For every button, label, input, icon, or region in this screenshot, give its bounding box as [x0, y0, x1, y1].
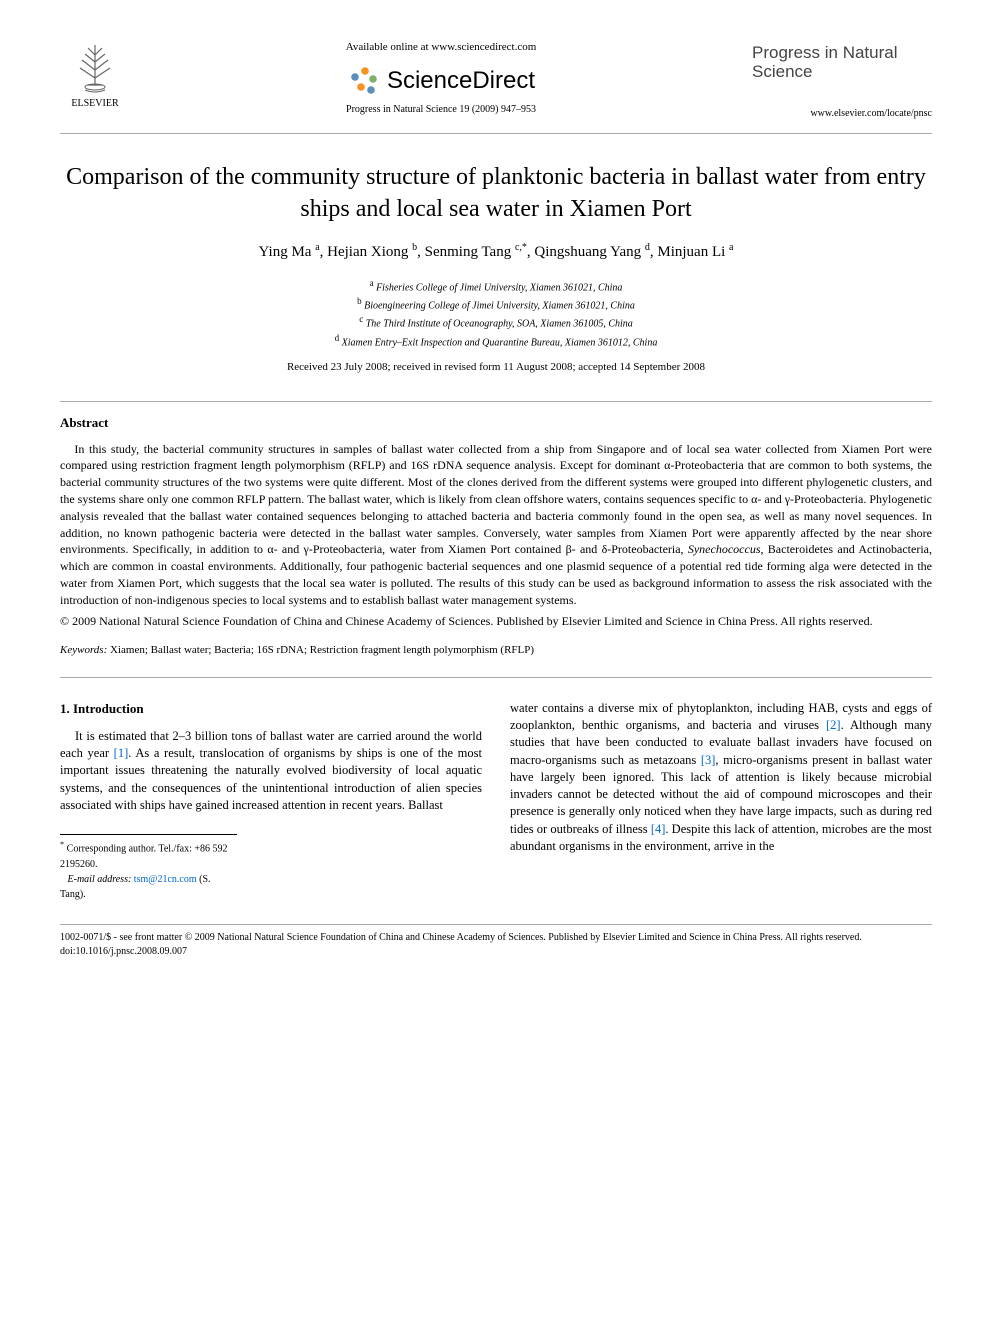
divider	[60, 401, 932, 402]
intro-paragraph-right: water contains a diverse mix of phytopla…	[510, 700, 932, 855]
received-dates: Received 23 July 2008; received in revis…	[60, 360, 932, 375]
footer-doi: doi:10.1016/j.pnsc.2008.09.007	[60, 945, 932, 959]
column-left: 1. Introduction It is estimated that 2–3…	[60, 700, 482, 902]
journal-box: Progress in Natural Science www.elsevier…	[752, 40, 932, 121]
available-online-text: Available online at www.sciencedirect.co…	[130, 40, 752, 55]
elsevier-tree-icon	[70, 40, 120, 95]
intro-heading: 1. Introduction	[60, 700, 482, 718]
corresponding-author-block: * Corresponding author. Tel./fax: +86 59…	[60, 834, 237, 901]
keywords-line: Keywords: Xiamen; Ballast water; Bacteri…	[60, 643, 932, 677]
footer-copyright: 1002-0071/$ - see front matter © 2009 Na…	[60, 931, 932, 945]
abstract-copyright: © 2009 National Natural Science Foundati…	[60, 613, 932, 630]
author-list: Ying Ma a, Hejian Xiong b, Senming Tang …	[60, 241, 932, 263]
corresponding-email-line: E-mail address: tsm@21cn.com (S. Tang).	[60, 872, 237, 902]
footer: 1002-0071/$ - see front matter © 2009 Na…	[60, 924, 932, 959]
paper-title: Comparison of the community structure of…	[60, 162, 932, 224]
publisher-name: ELSEVIER	[71, 97, 118, 111]
affiliation-line: d Xiamen Entry–Exit Inspection and Quara…	[60, 332, 932, 350]
keywords-label: Keywords:	[60, 644, 107, 656]
journal-url: www.elsevier.com/locate/pnsc	[752, 107, 932, 121]
corresponding-text: Corresponding author. Tel./fax: +86 592 …	[60, 844, 228, 870]
sciencedirect-icon	[347, 63, 381, 97]
header-row: ELSEVIER Available online at www.science…	[60, 40, 932, 134]
publisher-logo-block: ELSEVIER	[60, 40, 130, 111]
affiliations: a Fisheries College of Jimei University,…	[60, 277, 932, 350]
sciencedirect-name: ScienceDirect	[387, 64, 535, 98]
corresponding-line1: * Corresponding author. Tel./fax: +86 59…	[60, 839, 237, 871]
body-columns: 1. Introduction It is estimated that 2–3…	[60, 700, 932, 902]
affiliation-line: c The Third Institute of Oceanography, S…	[60, 313, 932, 331]
abstract-heading: Abstract	[60, 414, 932, 432]
affiliation-line: b Bioengineering College of Jimei Univer…	[60, 295, 932, 313]
email-address[interactable]: tsm@21cn.com	[134, 874, 197, 885]
email-label: E-mail address:	[68, 874, 132, 885]
column-right: water contains a diverse mix of phytopla…	[510, 700, 932, 902]
abstract-text: In this study, the bacterial community s…	[60, 441, 932, 609]
affiliation-line: a Fisheries College of Jimei University,…	[60, 277, 932, 295]
journal-reference: Progress in Natural Science 19 (2009) 94…	[130, 103, 752, 117]
center-header: Available online at www.sciencedirect.co…	[130, 40, 752, 117]
intro-paragraph-left: It is estimated that 2–3 billion tons of…	[60, 728, 482, 814]
sciencedirect-row: ScienceDirect	[130, 63, 752, 97]
journal-title: Progress in Natural Science	[752, 44, 932, 81]
keywords-text: Xiamen; Ballast water; Bacteria; 16S rDN…	[110, 644, 534, 656]
